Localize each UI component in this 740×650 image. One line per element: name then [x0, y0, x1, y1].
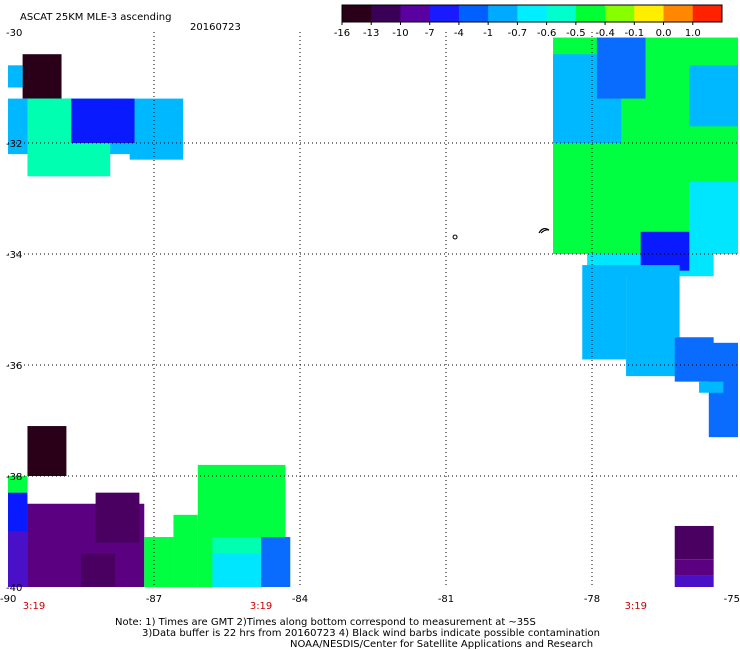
island-marker	[452, 234, 458, 240]
wind-cell-22	[8, 531, 28, 587]
colorbar-swatch	[663, 5, 694, 22]
wind-cell-24	[81, 553, 116, 587]
wind-cell-0	[22, 54, 62, 99]
x-tick-label: -78	[584, 594, 600, 605]
time-label: 3:19	[250, 601, 272, 612]
wind-cell-18	[27, 426, 67, 476]
colorbar-swatch	[634, 5, 665, 22]
wind-cell-23	[95, 492, 140, 543]
coastline-mark	[538, 227, 550, 234]
wind-cell-12	[640, 231, 690, 271]
wind-cell-9	[689, 65, 738, 127]
wind-data-regions	[8, 37, 738, 587]
colorbar-swatch	[371, 5, 401, 22]
wind-cell-31	[674, 525, 714, 560]
y-tick-label: -34	[6, 250, 22, 261]
colorbar-label: -16	[334, 28, 350, 39]
colorbar-label: -7	[425, 28, 435, 39]
footer-note-2: 3)Data buffer is 22 hrs from 20160723 4)…	[142, 628, 600, 639]
colorbar-swatch	[488, 5, 518, 22]
wind-cell-30	[261, 537, 291, 587]
colorbar-swatch	[458, 5, 489, 22]
wind-cell-29	[212, 553, 262, 587]
y-tick-label: -32	[6, 139, 22, 150]
x-tick-label: -84	[292, 594, 308, 605]
chart-date: 20160723	[190, 22, 241, 33]
colorbar-label: -10	[392, 28, 408, 39]
colorbar-swatch	[605, 5, 635, 22]
colorbar-label: -0.1	[625, 28, 645, 39]
wind-cell-19	[8, 476, 28, 493]
y-tick-label: -38	[6, 472, 22, 483]
colorbar-label: -0.5	[566, 28, 586, 39]
colorbar-swatch	[429, 5, 460, 22]
colorbar-swatch	[692, 5, 723, 22]
colorbar-label: -0.6	[537, 28, 557, 39]
x-tick-label: -87	[146, 594, 162, 605]
wind-cell-20	[8, 492, 28, 532]
colorbar-label: -0.4	[595, 28, 615, 39]
time-label: 3:19	[625, 601, 647, 612]
y-tick-label: -30	[6, 28, 22, 39]
y-axis: -30 -32 -34 -36 -38 -40	[6, 28, 22, 594]
colorbar-swatch	[400, 5, 431, 22]
wind-cell-27	[144, 537, 174, 587]
colorbar-swatch	[546, 5, 577, 22]
colorbar-label: -0.7	[508, 28, 528, 39]
colorbar-label: 0.0	[656, 28, 672, 39]
colorbar-swatch	[517, 5, 548, 22]
wind-cell-17	[699, 381, 724, 393]
x-axis: -90 -87 -84 -81 -78 -75	[0, 594, 740, 605]
wind-cell-33	[674, 575, 714, 587]
chart-title: ASCAT 25KM MLE-3 ascending	[20, 12, 171, 23]
footer-note-1: Note: 1) Times are GMT 2)Times along bot…	[115, 617, 536, 628]
wind-cell-5	[129, 143, 184, 160]
footer-credit: NOAA/NESDIS/Center for Satellite Applica…	[290, 639, 593, 650]
wind-cell-32	[674, 559, 714, 576]
time-label: 3:19	[23, 601, 45, 612]
wind-cell-14	[626, 265, 680, 377]
x-tick-label: -81	[438, 594, 454, 605]
time-labels: 3:19 3:19 3:19	[23, 601, 647, 612]
wind-cell-26	[173, 514, 198, 587]
colorbar-label: 1.0	[685, 28, 701, 39]
wind-cell-10	[689, 181, 738, 254]
colorbar-label: -1	[483, 28, 493, 39]
grid-lines	[8, 32, 738, 587]
colorbar-swatch	[575, 5, 606, 22]
colorbar-swatch	[342, 5, 372, 22]
colorbar-label: -13	[363, 28, 379, 39]
y-tick-label: -36	[6, 361, 22, 372]
colorbar-label: -4	[454, 28, 464, 39]
colorbar: -16 -13 -10 -7 -4 -1 -0.7 -0.6 -0.5 -0.4 -0.1 0.0 1.…	[334, 4, 723, 39]
wind-cell-4	[71, 98, 135, 143]
y-tick-label: -40	[6, 583, 22, 594]
wind-cell-15	[674, 337, 714, 382]
wind-cell-1	[8, 65, 23, 88]
x-tick-label: -90	[0, 594, 16, 605]
wind-cell-8	[596, 37, 646, 99]
colorbar-frame	[341, 4, 723, 23]
wind-cell-13	[582, 265, 627, 360]
x-tick-label: -75	[724, 594, 740, 605]
